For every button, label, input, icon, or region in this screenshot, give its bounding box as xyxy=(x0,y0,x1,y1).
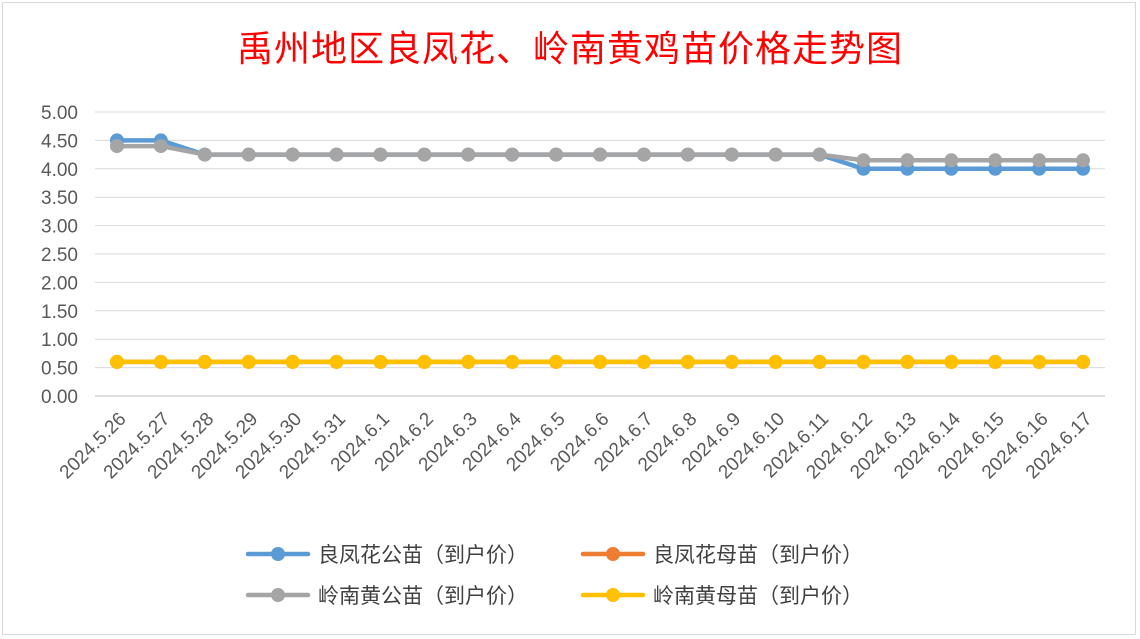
data-point xyxy=(1032,153,1047,168)
y-tick-label: 4.50 xyxy=(41,131,78,152)
legend-marker xyxy=(271,547,285,561)
y-tick-label: 1.00 xyxy=(41,330,78,351)
data-point xyxy=(988,354,1003,369)
y-tick-label: 0.50 xyxy=(41,359,78,380)
data-point xyxy=(241,354,256,369)
data-point xyxy=(900,153,915,168)
legend-item: 良凤花母苗（到户价） xyxy=(580,543,863,567)
y-tick-label: 5.00 xyxy=(41,103,78,124)
data-point xyxy=(505,354,520,369)
y-tick-label: 0.00 xyxy=(41,387,78,408)
data-point xyxy=(505,147,520,162)
data-point xyxy=(109,354,124,369)
data-point xyxy=(944,354,959,369)
data-point xyxy=(329,147,344,162)
legend-label: 良凤花母苗（到户价） xyxy=(653,543,863,567)
y-tick-label: 3.00 xyxy=(41,217,78,238)
data-point xyxy=(593,354,607,369)
y-tick-label: 1.50 xyxy=(41,302,78,323)
data-point xyxy=(768,354,783,369)
data-point xyxy=(1076,153,1091,168)
legend-marker xyxy=(271,588,285,602)
data-point xyxy=(724,354,739,369)
data-point xyxy=(812,147,827,162)
legend-marker xyxy=(606,588,620,602)
data-point xyxy=(549,147,564,162)
data-point xyxy=(461,354,476,369)
data-point xyxy=(812,354,827,369)
data-point xyxy=(329,354,344,369)
legend-item: 岭南黄公苗（到户价） xyxy=(245,584,528,608)
legend-item: 岭南黄母苗（到户价） xyxy=(580,584,863,608)
y-tick-label: 4.00 xyxy=(41,160,78,181)
data-point xyxy=(856,153,871,168)
data-point xyxy=(1032,354,1047,369)
data-point xyxy=(241,147,256,162)
data-point xyxy=(944,153,959,168)
data-point xyxy=(461,147,476,162)
data-point xyxy=(285,354,300,369)
y-tick-label: 2.50 xyxy=(41,245,78,266)
data-point xyxy=(109,139,124,154)
data-point xyxy=(1076,354,1091,369)
chart-title: 禹州地区良凤花、岭南黄鸡苗价格走势图 xyxy=(236,29,903,70)
data-point xyxy=(680,147,695,162)
data-point xyxy=(197,354,212,369)
legend-label: 岭南黄公苗（到户价） xyxy=(318,584,528,608)
data-point xyxy=(417,147,432,162)
data-point xyxy=(549,354,564,369)
data-point xyxy=(373,354,388,369)
legend-item: 良凤花公苗（到户价） xyxy=(245,543,528,567)
data-point xyxy=(900,354,915,369)
legend-label: 岭南黄母苗（到户价） xyxy=(653,584,863,608)
data-point xyxy=(153,139,168,154)
data-point xyxy=(988,153,1003,168)
data-point xyxy=(417,354,432,369)
legend-marker xyxy=(606,547,620,561)
data-point xyxy=(856,354,871,369)
series-3 xyxy=(109,139,1091,168)
data-point xyxy=(197,147,212,162)
gridlines xyxy=(95,111,1105,397)
legend-label: 良凤花公苗（到户价） xyxy=(318,543,528,567)
data-point xyxy=(636,354,651,369)
data-point xyxy=(285,147,300,162)
data-point xyxy=(768,147,783,162)
data-point xyxy=(724,147,739,162)
data-point xyxy=(153,354,168,369)
data-point xyxy=(593,147,607,162)
series-4 xyxy=(109,354,1091,369)
data-point xyxy=(680,354,695,369)
y-tick-label: 3.50 xyxy=(41,188,78,209)
y-tick-label: 2.00 xyxy=(41,273,78,294)
data-point xyxy=(636,147,651,162)
data-point xyxy=(373,147,388,162)
